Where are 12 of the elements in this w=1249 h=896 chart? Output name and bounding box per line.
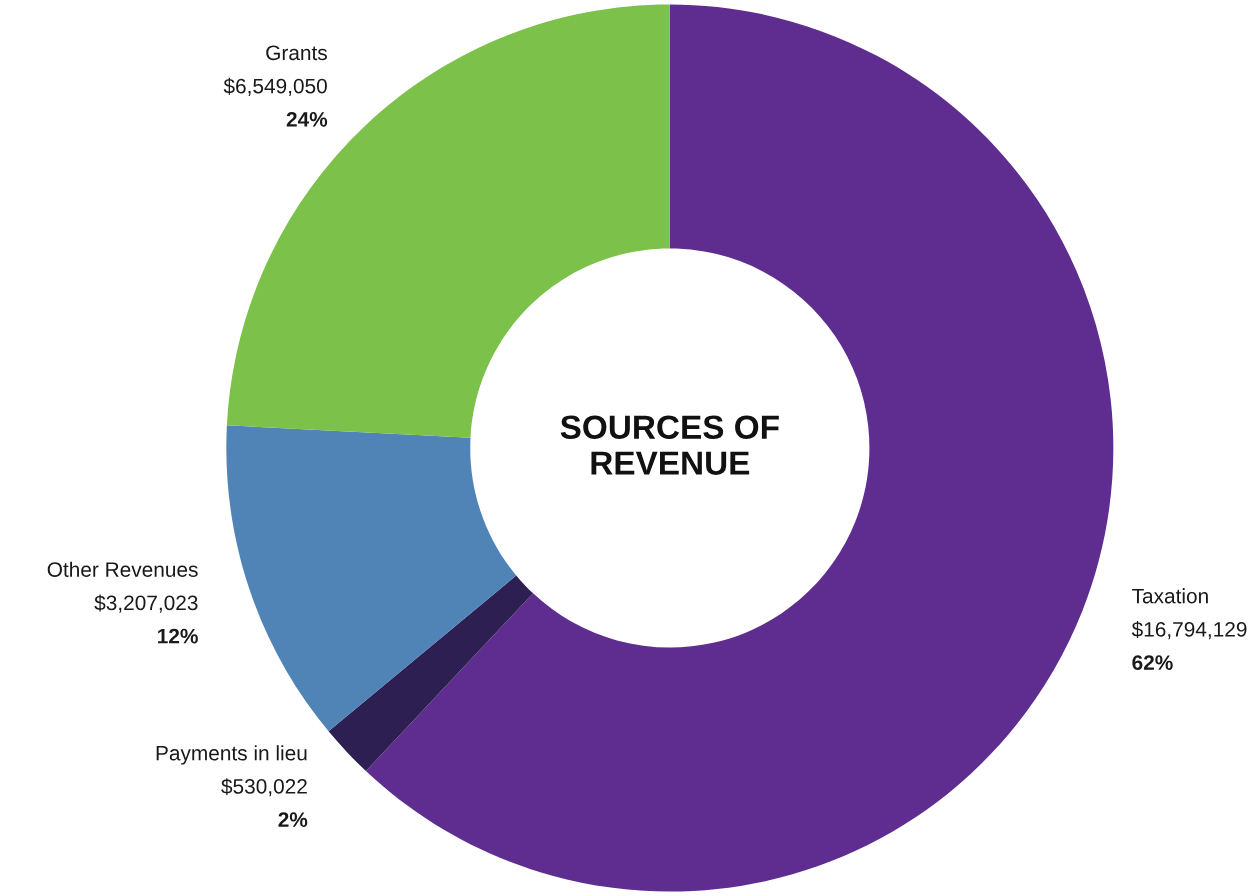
slice-label: Payments in lieu bbox=[156, 745, 307, 765]
data-label: $16,794,129 62% bbox=[1131, 621, 1247, 670]
donut-slice bbox=[365, 4, 1114, 892]
data-label: $6,549,050 24% bbox=[223, 77, 328, 127]
slice-label: Other Revenues bbox=[47, 561, 198, 577]
donut-slice bbox=[328, 575, 534, 771]
donut-slice bbox=[226, 425, 517, 732]
slice-label: Taxation bbox=[1132, 588, 1208, 604]
text: SOURCES OF REVENUE bbox=[560, 415, 779, 475]
data-label: $530,022 2% bbox=[221, 778, 308, 827]
slice-label: Grants bbox=[266, 45, 327, 61]
data-label: $3,207,023 12% bbox=[94, 594, 198, 644]
